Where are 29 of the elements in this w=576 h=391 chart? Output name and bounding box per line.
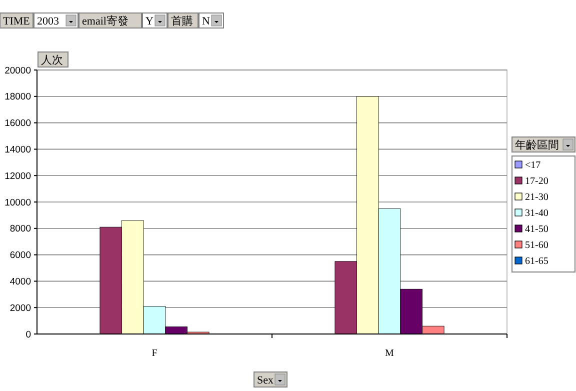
text: email寄發 xyxy=(82,14,128,28)
y-tick-label: 10000 xyxy=(4,197,31,208)
y-tick-label: 6000 xyxy=(10,250,31,262)
text: TIME xyxy=(3,16,30,28)
y-tick-label: 4000 xyxy=(10,276,31,288)
legend-title: 年齡區間 xyxy=(515,140,559,152)
y-tick-label: 16000 xyxy=(4,118,31,130)
y-tick-label: 0 xyxy=(26,329,31,340)
x-axis-title: Sex xyxy=(257,374,274,386)
y-tick-label: 18000 xyxy=(4,92,31,103)
legend-label: <17 xyxy=(525,160,541,171)
text: 2003 xyxy=(37,16,60,28)
y-tick-label: 2000 xyxy=(10,302,31,314)
legend-label: 31-40 xyxy=(525,208,548,219)
y-tick-label: 12000 xyxy=(4,170,31,182)
text: N xyxy=(202,16,210,28)
legend-label: 17-20 xyxy=(525,176,548,187)
y-tick-label: 14000 xyxy=(4,144,31,156)
legend-label: 51-60 xyxy=(525,240,548,251)
legend-label: 21-30 xyxy=(525,192,548,203)
y-tick-label: 20000 xyxy=(4,65,31,76)
text: Y xyxy=(146,16,154,28)
legend-label: 61-65 xyxy=(525,256,548,267)
legend-label: 41-50 xyxy=(525,224,548,235)
x-tick-label: F xyxy=(152,348,158,359)
x-tick-label: M xyxy=(385,348,394,359)
text: 首購 xyxy=(171,14,193,28)
y-axis-title: 人次 xyxy=(41,54,63,66)
y-tick-label: 8000 xyxy=(10,224,31,235)
